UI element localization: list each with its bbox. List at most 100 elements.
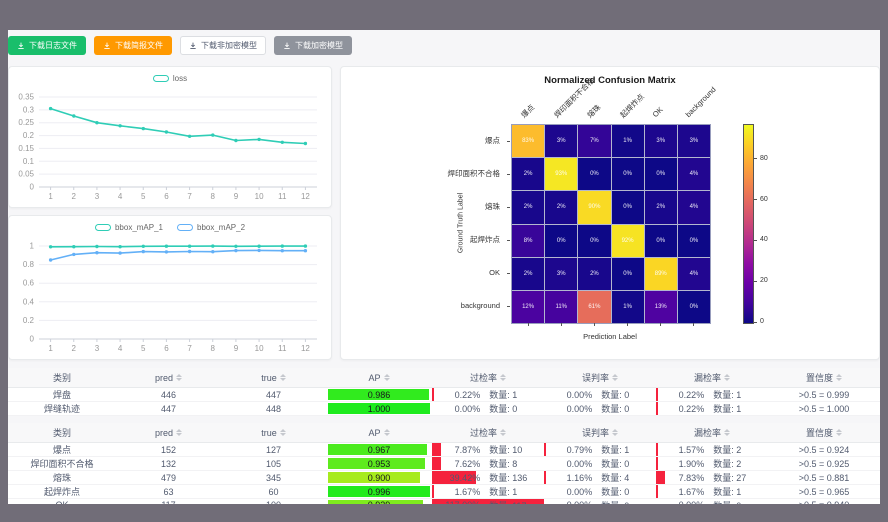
column-header-over[interactable]: 过检率 bbox=[432, 423, 544, 443]
ap-bar bbox=[328, 403, 430, 414]
sort-caret-icon[interactable] bbox=[724, 428, 730, 437]
confusion-cell: 0% bbox=[677, 224, 710, 257]
confusion-cell: 3% bbox=[545, 125, 578, 158]
loss-chart: 00.050.10.150.20.250.30.351 2 3 4 5 6 7 8 9 10 11 1… bbox=[18, 93, 317, 201]
column-header-pred[interactable]: pred bbox=[116, 368, 221, 388]
column-header-ap[interactable]: AP bbox=[326, 368, 432, 388]
column-header-miss[interactable]: 漏检率 bbox=[656, 368, 768, 388]
header-label: true bbox=[261, 427, 277, 438]
missdetect-percent: 1.90% bbox=[678, 458, 705, 469]
confusion-cell: 90% bbox=[578, 191, 611, 224]
confusion-cell: 0% bbox=[644, 158, 677, 191]
button-label: 下载非加密模型 bbox=[201, 41, 257, 50]
confidence-cell: >0.5 = 1.000 bbox=[768, 401, 880, 416]
sort-caret-icon[interactable] bbox=[279, 373, 286, 382]
colorbar bbox=[743, 124, 754, 324]
pred-cell: 446 bbox=[116, 387, 221, 402]
sort-caret-icon[interactable] bbox=[176, 373, 182, 382]
column-label: 熔珠 bbox=[585, 102, 603, 120]
svg-text:6: 6 bbox=[164, 344, 169, 353]
missdetect-count: 数量: 2 bbox=[713, 459, 742, 469]
pred-cell: 117 bbox=[116, 498, 221, 504]
metrics-tables: 类别 pred true AP 过检率 误判率 漏检率 置信度 焊盘 446 447 0.986 0.2… bbox=[8, 368, 880, 504]
column-header-miss[interactable]: 漏检率 bbox=[656, 423, 768, 443]
download-plain-model-button[interactable]: 下载非加密模型 bbox=[180, 36, 266, 55]
misjudge-count: 数量: 0 bbox=[601, 487, 630, 497]
missdetect-bar bbox=[656, 388, 658, 401]
overdetect-percent: 0.00% bbox=[454, 403, 481, 414]
missdetect-cell: 1.90% 数量: 2 bbox=[656, 456, 768, 471]
table-row: 焊缝轨迹 447 448 1.000 0.00% 数量: 0 0.00% 数量: 0 0.22%… bbox=[8, 401, 880, 416]
sort-caret-icon[interactable] bbox=[383, 373, 390, 382]
column-header-conf[interactable]: 置信度 bbox=[768, 368, 880, 388]
sort-caret-icon[interactable] bbox=[176, 428, 182, 437]
sort-caret-icon[interactable] bbox=[383, 428, 390, 437]
y-axis-label: Ground Truth Label bbox=[457, 192, 465, 254]
sort-caret-icon[interactable] bbox=[279, 428, 286, 437]
sort-caret-icon[interactable] bbox=[500, 428, 506, 437]
download-encrypted-model-button[interactable]: 下载加密模型 bbox=[274, 36, 352, 55]
misjudge-percent: 1.16% bbox=[566, 472, 593, 483]
missdetect-cell: 7.83% 数量: 27 bbox=[656, 470, 768, 485]
download-report-button[interactable]: 下载简报文件 bbox=[94, 36, 172, 55]
misjudge-count: 数量: 0 bbox=[601, 404, 630, 414]
svg-text:10: 10 bbox=[255, 192, 264, 201]
misjudge-count: 数量: 0 bbox=[601, 459, 630, 469]
misjudge-count: 数量: 1 bbox=[601, 445, 630, 455]
svg-text:0.15: 0.15 bbox=[18, 144, 34, 153]
svg-text:0.35: 0.35 bbox=[18, 93, 34, 102]
button-label: 下载日志文件 bbox=[29, 41, 77, 50]
svg-text:5: 5 bbox=[141, 192, 146, 201]
table-row: 焊印面积不合格 132 105 0.953 7.62% 数量: 8 0.00% 数量: 0 1.… bbox=[8, 456, 880, 471]
sort-caret-icon[interactable] bbox=[836, 373, 842, 382]
svg-text:0.2: 0.2 bbox=[23, 131, 35, 140]
confusion-cell: 92% bbox=[611, 224, 644, 257]
ap-value: 0.929 bbox=[328, 500, 430, 504]
misjudge-cell: 0.00% 数量: 0 bbox=[544, 387, 656, 402]
overdetect-percent: 1.67% bbox=[454, 486, 481, 497]
column-header-conf[interactable]: 置信度 bbox=[768, 423, 880, 443]
svg-text:9: 9 bbox=[234, 192, 239, 201]
column-header-mis[interactable]: 误判率 bbox=[544, 368, 656, 388]
sort-caret-icon[interactable] bbox=[836, 428, 842, 437]
overdetect-bar bbox=[432, 485, 434, 498]
true-cell: 127 bbox=[221, 442, 326, 457]
ap-cell: 0.929 bbox=[326, 498, 432, 504]
column-header-ap[interactable]: AP bbox=[326, 423, 432, 443]
column-header-over[interactable]: 过检率 bbox=[432, 368, 544, 388]
header-label: true bbox=[261, 372, 277, 383]
column-header-true[interactable]: true bbox=[221, 423, 326, 443]
legend-item[interactable]: bbox_mAP_2 bbox=[177, 223, 245, 232]
confusion-cell: 13% bbox=[644, 290, 677, 323]
table-row: 起焊炸点 63 60 0.996 1.67% 数量: 1 0.00% 数量: 0 1.67% 数量… bbox=[8, 484, 880, 499]
confidence-value: >0.5 = 0.925 bbox=[798, 458, 850, 469]
missdetect-bar bbox=[656, 471, 665, 484]
confusion-cell: 0% bbox=[677, 290, 710, 323]
ap-cell: 0.996 bbox=[326, 484, 432, 499]
column-header-true[interactable]: true bbox=[221, 368, 326, 388]
category-cell: 焊盘 bbox=[8, 387, 116, 402]
confidence-cell: >0.5 = 0.965 bbox=[768, 484, 880, 499]
overdetect-percent: 7.87% bbox=[454, 444, 481, 455]
misjudge-bar bbox=[544, 443, 546, 456]
overdetect-percent: 0.22% bbox=[454, 389, 481, 400]
metrics-table-1: 类别 pred true AP 过检率 误判率 漏检率 置信度 焊盘 446 447 0.986 0.2… bbox=[8, 368, 880, 416]
row-label: background bbox=[460, 301, 500, 310]
table-row: 熔珠 479 345 0.900 39.42% 数量: 136 1.16% 数量: 4 7.83… bbox=[8, 470, 880, 485]
sort-caret-icon[interactable] bbox=[612, 428, 618, 437]
sort-caret-icon[interactable] bbox=[500, 373, 506, 382]
download-log-button[interactable]: 下载日志文件 bbox=[8, 36, 86, 55]
column-label: 起焊炸点 bbox=[618, 92, 646, 120]
overdetect-percent: 117.00% bbox=[432, 500, 480, 504]
ap-cell: 0.900 bbox=[326, 470, 432, 485]
legend-item[interactable]: loss bbox=[152, 74, 187, 83]
confusion-cell: 0% bbox=[578, 224, 611, 257]
download-icon bbox=[103, 42, 111, 50]
legend-item[interactable]: bbox_mAP_1 bbox=[94, 223, 163, 232]
svg-text:6: 6 bbox=[164, 192, 169, 201]
sort-caret-icon[interactable] bbox=[724, 373, 730, 382]
confusion-cell: 0% bbox=[644, 224, 677, 257]
column-header-mis[interactable]: 误判率 bbox=[544, 423, 656, 443]
column-header-pred[interactable]: pred bbox=[116, 423, 221, 443]
sort-caret-icon[interactable] bbox=[612, 373, 618, 382]
